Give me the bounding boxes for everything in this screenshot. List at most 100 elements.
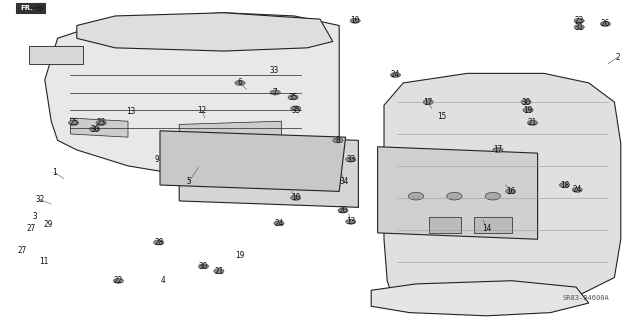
Polygon shape <box>378 147 538 239</box>
Circle shape <box>527 120 538 125</box>
Polygon shape <box>16 3 45 13</box>
Text: 6: 6 <box>237 78 243 87</box>
Text: 3: 3 <box>33 212 38 221</box>
Text: 30: 30 <box>199 262 208 271</box>
Circle shape <box>274 221 284 226</box>
Polygon shape <box>160 131 346 191</box>
Circle shape <box>325 167 340 174</box>
Circle shape <box>90 127 100 132</box>
Circle shape <box>350 18 360 23</box>
Polygon shape <box>45 13 339 182</box>
Circle shape <box>408 192 424 200</box>
Text: 1: 1 <box>52 168 57 177</box>
Circle shape <box>235 80 245 85</box>
Circle shape <box>248 167 264 174</box>
Text: 8: 8 <box>335 136 340 145</box>
Circle shape <box>423 100 433 105</box>
Circle shape <box>447 192 462 200</box>
Circle shape <box>574 25 584 30</box>
Circle shape <box>113 278 124 283</box>
Text: 22: 22 <box>114 276 123 285</box>
Text: 24: 24 <box>573 185 582 194</box>
Text: 11: 11 <box>39 257 48 266</box>
Text: 25: 25 <box>69 118 78 127</box>
Circle shape <box>346 157 356 162</box>
Text: 20: 20 <box>339 206 348 215</box>
Text: 12: 12 <box>197 106 206 115</box>
Circle shape <box>572 187 582 192</box>
Text: 19: 19 <box>236 251 244 260</box>
Circle shape <box>574 18 584 23</box>
Text: 14: 14 <box>482 224 491 233</box>
Circle shape <box>493 147 503 152</box>
Text: 10: 10 <box>291 193 300 202</box>
Text: 31: 31 <box>575 23 584 32</box>
Text: 28: 28 <box>154 238 163 247</box>
Text: 23: 23 <box>575 16 584 25</box>
Polygon shape <box>179 134 358 207</box>
Text: 33: 33 <box>346 155 355 164</box>
Circle shape <box>287 167 302 174</box>
Circle shape <box>523 108 533 113</box>
Polygon shape <box>179 121 282 140</box>
Text: 26: 26 <box>601 19 610 28</box>
Circle shape <box>210 167 225 174</box>
Polygon shape <box>77 13 333 51</box>
Circle shape <box>96 120 106 125</box>
Polygon shape <box>384 73 621 306</box>
Text: 2: 2 <box>615 53 620 62</box>
Polygon shape <box>429 217 461 233</box>
Circle shape <box>346 219 356 224</box>
Circle shape <box>333 138 343 143</box>
Circle shape <box>270 90 280 95</box>
Circle shape <box>214 269 224 274</box>
Text: SR83-B4600A: SR83-B4600A <box>562 295 609 301</box>
Polygon shape <box>474 217 512 233</box>
Text: 16: 16 <box>506 187 515 196</box>
FancyBboxPatch shape <box>29 46 83 64</box>
Polygon shape <box>70 118 128 137</box>
Text: 33: 33 <box>269 66 278 75</box>
Circle shape <box>198 264 209 269</box>
Text: 30: 30 <box>90 125 99 134</box>
Text: 9: 9 <box>154 155 159 164</box>
Text: 5: 5 <box>186 177 191 186</box>
Text: 13: 13 <box>346 217 355 226</box>
Circle shape <box>288 95 298 100</box>
Circle shape <box>154 240 164 245</box>
Text: 19: 19 <box>524 106 532 115</box>
Text: 30: 30 <box>522 98 531 107</box>
Text: 17: 17 <box>493 145 502 154</box>
Text: 34: 34 <box>340 177 349 186</box>
Text: 23: 23 <box>97 118 106 127</box>
Text: 29: 29 <box>44 220 52 229</box>
Text: 32: 32 <box>35 195 44 204</box>
Circle shape <box>485 192 500 200</box>
Circle shape <box>521 100 531 105</box>
Text: 27: 27 <box>26 224 35 233</box>
Text: 10: 10 <box>351 16 360 25</box>
Text: 35: 35 <box>289 93 298 102</box>
Circle shape <box>68 120 79 125</box>
Circle shape <box>338 208 348 213</box>
Circle shape <box>291 106 301 111</box>
Text: 7: 7 <box>273 88 278 97</box>
Circle shape <box>506 189 516 194</box>
Circle shape <box>291 195 301 200</box>
Text: 21: 21 <box>214 267 223 276</box>
Text: 15: 15 <box>437 112 446 121</box>
Circle shape <box>559 182 570 188</box>
Text: 24: 24 <box>275 219 284 228</box>
Text: 27: 27 <box>18 246 27 255</box>
Text: 21: 21 <box>528 118 537 127</box>
Text: FR.: FR. <box>20 5 33 11</box>
Polygon shape <box>371 281 589 316</box>
Text: 35: 35 <box>291 106 300 115</box>
Circle shape <box>600 21 611 26</box>
Text: 13: 13 <box>127 107 136 116</box>
Text: 24: 24 <box>391 70 400 79</box>
Circle shape <box>390 72 401 78</box>
Text: 4: 4 <box>161 276 166 285</box>
Text: 17: 17 <box>423 98 432 107</box>
Text: 18: 18 <box>560 181 569 189</box>
